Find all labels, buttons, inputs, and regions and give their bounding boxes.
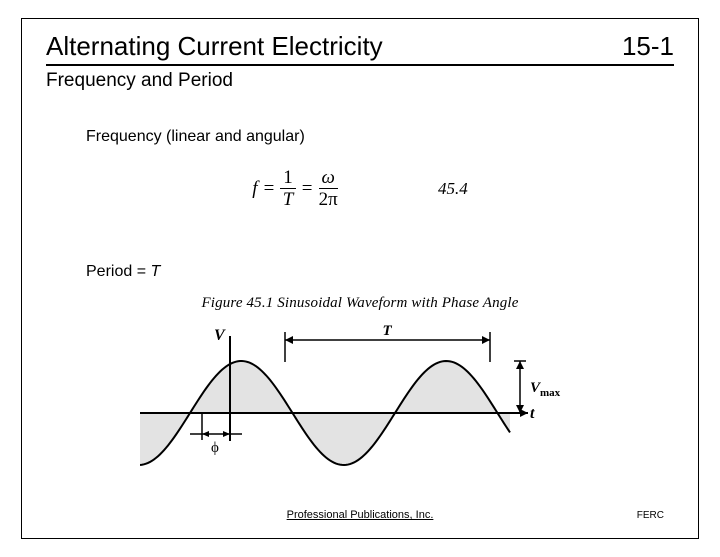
eq-lhs: f xyxy=(252,178,257,200)
frequency-equation: f = 1 T = ω 2π xyxy=(252,168,338,209)
eq-frac1-den: T xyxy=(283,189,294,209)
page-number: 15-1 xyxy=(622,31,674,62)
footer-publisher: Professional Publications, Inc. xyxy=(46,509,674,521)
eq-frac2-num: ω xyxy=(319,168,338,189)
period-symbol: T xyxy=(150,263,160,280)
slide-content: Alternating Current Electricity 15-1 Fre… xyxy=(46,31,674,527)
svg-text:Vmax: Vmax xyxy=(530,380,561,399)
subtitle: Frequency and Period xyxy=(46,70,674,92)
svg-text:t: t xyxy=(530,405,535,422)
footer-code: FERC xyxy=(637,510,664,521)
figure-container: Figure 45.1 Sinusoidal Waveform with Pha… xyxy=(46,295,674,473)
svg-text:T: T xyxy=(383,323,393,339)
period-line: Period = T xyxy=(86,263,674,281)
eq-equals-2: = xyxy=(302,178,313,200)
page-title: Alternating Current Electricity xyxy=(46,31,383,62)
equation-row: f = 1 T = ω 2π 45.4 xyxy=(46,168,674,209)
eq-frac1-num: 1 xyxy=(280,168,296,189)
equation-reference: 45.4 xyxy=(438,179,468,199)
eq-equals-1: = xyxy=(264,178,275,200)
svg-text:ϕ: ϕ xyxy=(211,440,219,456)
freq-line: Frequency (linear and angular) xyxy=(86,128,674,146)
eq-frac2-den: 2π xyxy=(319,189,338,209)
figure-caption: Figure 45.1 Sinusoidal Waveform with Pha… xyxy=(46,295,674,312)
eq-frac-1: 1 T xyxy=(280,168,296,209)
svg-text:V: V xyxy=(214,327,226,344)
eq-frac-2: ω 2π xyxy=(319,168,338,209)
period-label-text: Period = xyxy=(86,263,150,280)
sinusoid-figure: Vt T Vmax ϕ xyxy=(140,318,580,468)
title-row: Alternating Current Electricity 15-1 xyxy=(46,31,674,66)
slide-border: Alternating Current Electricity 15-1 Fre… xyxy=(21,18,699,539)
